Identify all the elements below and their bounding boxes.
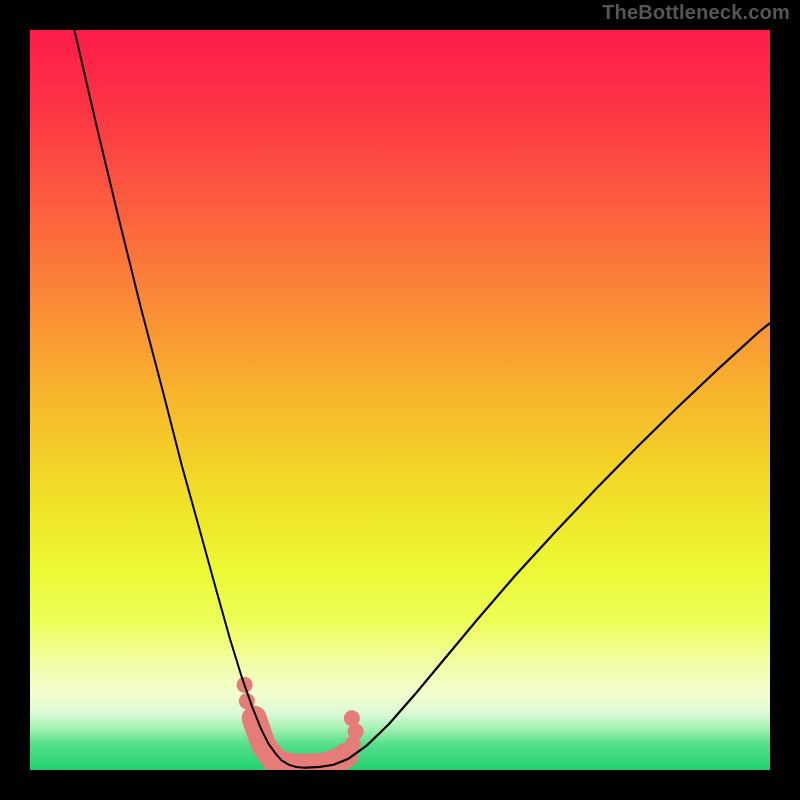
plot-area — [30, 30, 770, 770]
bottleneck-chart-svg — [30, 30, 770, 770]
watermark-text: TheBottleneck.com — [602, 2, 790, 25]
chart-background-gradient — [30, 30, 770, 770]
data-marker — [345, 736, 361, 752]
chart-container: TheBottleneck.com — [0, 0, 800, 800]
